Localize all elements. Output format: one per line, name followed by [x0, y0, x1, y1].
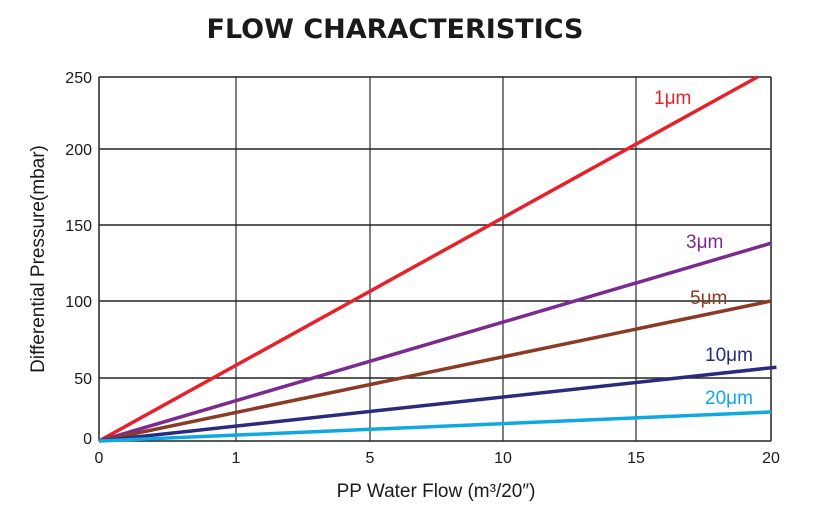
x-axis-label: PP Water Flow (m³/20″): [337, 481, 536, 502]
y-axis-label: Differential Pressure(mbar): [28, 145, 49, 373]
series-label: 3μm: [686, 232, 723, 253]
series-line-3m: [98, 241, 772, 443]
series-line-1m: [98, 75, 759, 443]
series-lines: [98, 75, 777, 443]
x-tick-label: 1: [232, 450, 241, 467]
series-label: 10μm: [705, 345, 753, 366]
x-tick-label: 20: [762, 450, 780, 467]
series-label: 1μm: [654, 88, 691, 109]
series-line-5m: [98, 299, 772, 443]
series-line-20m: [98, 410, 772, 443]
x-tick-label: 5: [366, 450, 375, 467]
x-tick-label: 0: [95, 450, 104, 467]
series-label: 5μm: [690, 288, 727, 309]
y-tick-label: 150: [65, 218, 92, 235]
x-tick-label: 10: [494, 450, 512, 467]
series-label: 20μm: [705, 388, 753, 409]
series-line-10m: [98, 365, 777, 443]
y-tick-label: 50: [74, 371, 92, 388]
y-tick-label: 200: [65, 142, 92, 159]
x-tick-label: 15: [627, 450, 645, 467]
grid: [98, 76, 772, 442]
series-labels: 1μm 3μm 5μm 10μm 20μm: [654, 88, 753, 409]
chart-title: FLOW CHARACTERISTICS: [207, 14, 584, 45]
y-tick-label: 250: [65, 70, 92, 87]
y-tick-label: 0: [83, 431, 92, 448]
y-tick-label: 100: [65, 294, 92, 311]
